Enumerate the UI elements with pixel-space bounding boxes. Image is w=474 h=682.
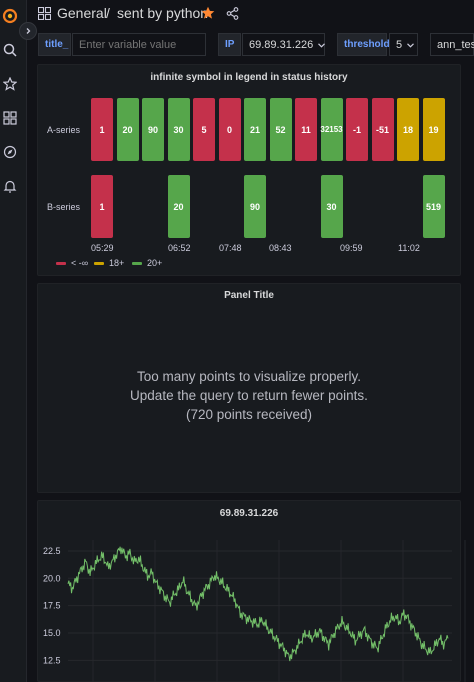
alerting-bell-icon[interactable] — [0, 176, 20, 196]
top-bar: General / sent by python — [27, 0, 474, 30]
share-icon[interactable] — [226, 7, 239, 25]
ip-variable-value: 69.89.31.226 — [249, 38, 314, 51]
chevron-down-icon — [318, 39, 326, 51]
variable-label-ip: IP — [218, 33, 241, 56]
starred-icon[interactable] — [0, 74, 20, 94]
threshold-variable-select[interactable]: 5 — [389, 33, 418, 56]
points-received-message: (720 points received) — [185, 407, 313, 422]
favorite-star-icon[interactable] — [201, 6, 215, 25]
variable-label-title: title_ — [38, 33, 71, 56]
ip-variable-select[interactable]: 69.89.31.226 — [242, 33, 326, 56]
y-tick-label: 20.0 — [43, 573, 61, 583]
side-nav — [0, 0, 27, 682]
panel-title-panel: Panel Title Too many points to visualize… — [37, 283, 461, 493]
panel-title[interactable]: 69.89.31.226 — [219, 508, 279, 519]
breadcrumb-separator: / — [106, 5, 110, 21]
search-icon[interactable] — [0, 40, 20, 60]
breadcrumb-dashboard-title[interactable]: sent by python — [117, 5, 209, 21]
dashboard-grid-icon — [37, 6, 52, 25]
y-tick-label: 12.5 — [43, 655, 61, 665]
y-tick-label: 17.5 — [43, 601, 61, 611]
timeseries-panel: 69.89.31.226 — [37, 500, 461, 682]
y-tick-label: 15.0 — [43, 628, 61, 638]
title-variable-input[interactable] — [72, 33, 206, 56]
panel-title[interactable]: infinite symbol in legend in status hist… — [150, 72, 348, 83]
explore-icon[interactable] — [0, 142, 20, 162]
expand-nav-button[interactable] — [19, 22, 37, 40]
dashboards-icon[interactable] — [0, 108, 20, 128]
chevron-down-icon — [407, 39, 415, 51]
panel-title[interactable]: Panel Title — [224, 290, 274, 301]
variable-label-threshold: threshold — [337, 33, 390, 56]
too-many-points-message: Too many points to visualize properly. — [136, 369, 362, 384]
grafana-logo-icon[interactable] — [0, 6, 20, 26]
update-query-message: Update the query to return fewer points. — [130, 388, 368, 403]
series-line — [67, 546, 449, 662]
ann-test-toggle[interactable]: ann_test — [430, 33, 474, 56]
y-tick-label: 22.5 — [43, 546, 61, 556]
breadcrumb-folder[interactable]: General — [57, 5, 107, 21]
threshold-variable-value: 5 — [396, 38, 403, 51]
